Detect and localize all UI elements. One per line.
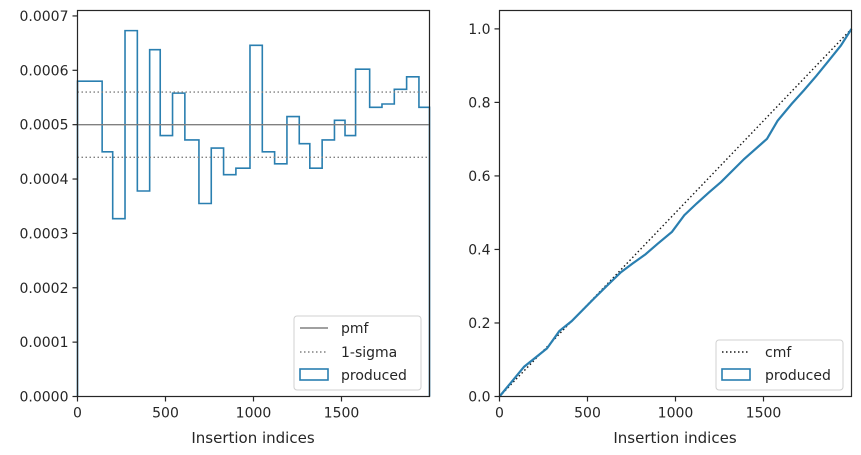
left-y-tick-label: 0.0004: [20, 172, 69, 188]
right-y-ticks: 0.0 0.2 0.4 0.6 0.8 1.0: [468, 22, 500, 406]
left-plot-content: [76, 29, 431, 397]
left-y-tick-label: 0.0001: [20, 335, 69, 351]
right-y-tick-label: 0.0: [468, 390, 490, 406]
legend-pmf-label: pmf: [341, 321, 370, 337]
right-legend: cmf produced: [715, 339, 844, 391]
legend-produced-cum-label: produced: [765, 368, 831, 384]
left-x-tick-label: 0: [73, 406, 82, 422]
left-x-tick-label: 1500: [324, 406, 360, 422]
right-axes-frame: [498, 9, 853, 398]
left-y-tick-label: 0.0002: [20, 281, 69, 297]
left-y-tick-label: 0.0005: [20, 118, 69, 134]
right-legend-box: [715, 339, 844, 391]
right-y-tick-label: 0.6: [468, 169, 490, 185]
left-x-tick-label: 1000: [236, 406, 272, 422]
right-x-ticks: 0 500 1000 1500: [495, 396, 782, 422]
legend-produced-cum-swatch: [721, 368, 751, 381]
right-x-tick-label: 1000: [658, 406, 694, 422]
legend-produced-swatch: [299, 368, 329, 381]
left-y-tick-label: 0.0003: [20, 226, 69, 242]
cmf-line: [498, 28, 853, 397]
chart-right: 0 500 1000 1500 0.0 0.2 0.4 0.6 0.8 1.0 Insertio…: [468, 9, 853, 447]
produced-histogram: [76, 29, 431, 397]
legend-produced-label: produced: [341, 368, 407, 384]
right-y-tick-label: 0.2: [468, 316, 490, 332]
left-x-tick-label: 500: [152, 406, 179, 422]
left-y-ticks: 0.0000 0.0001 0.0002 0.0003 0.0004 0.0005 0.00…: [20, 9, 78, 406]
left-x-ticks: 0 500 1000 1500: [73, 396, 360, 422]
left-y-tick-label: 0.0006: [20, 63, 69, 79]
right-x-tick-label: 0: [495, 406, 504, 422]
left-legend: pmf 1-sigma produced: [293, 315, 422, 391]
right-x-axis-label: Insertion indices: [613, 429, 736, 447]
legend-sigma-label: 1-sigma: [341, 345, 397, 361]
left-legend-box: [293, 315, 422, 391]
right-x-tick-label: 1500: [746, 406, 782, 422]
left-x-axis-label: Insertion indices: [191, 429, 314, 447]
legend-cmf-label: cmf: [765, 345, 792, 361]
produced-cumulative-line: [498, 28, 853, 398]
left-y-tick-label: 0.0000: [20, 390, 69, 406]
right-y-tick-label: 0.8: [468, 95, 490, 111]
chart-left: 0 500 1000 1500 0.00000.00010.00020.00030.0…: [20, 9, 431, 447]
right-plot-content: [498, 28, 853, 398]
right-y-tick-label: 1.0: [468, 22, 490, 38]
right-x-tick-label: 500: [574, 406, 601, 422]
right-y-tick-label: 0.4: [468, 242, 490, 258]
left-y-tick-label: 0.0007: [20, 9, 69, 25]
